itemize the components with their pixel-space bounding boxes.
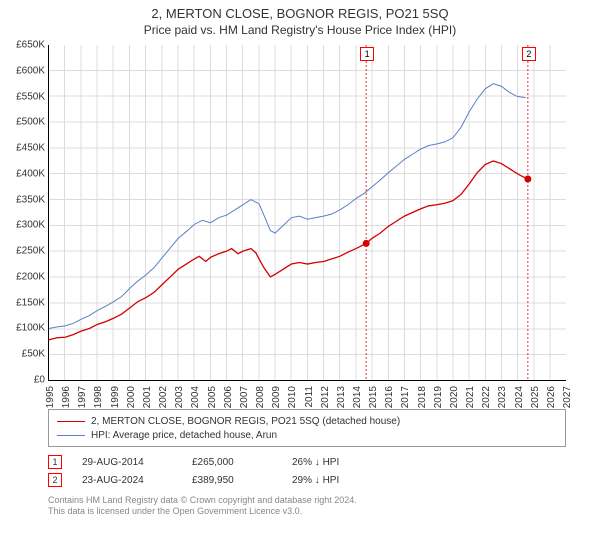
chart-area: £0£50K£100K£150K£200K£250K£300K£350K£400… [48,45,566,403]
x-axis-label: 2027 [562,380,573,404]
legend-box: 2, MERTON CLOSE, BOGNOR REGIS, PO21 5SQ … [48,409,566,447]
x-axis-label: 2008 [255,380,266,404]
y-axis-label: £100K [16,323,49,334]
x-axis-label: 2015 [368,380,379,404]
event-marker-icon: 1 [48,455,62,469]
y-axis-label: £550K [16,91,49,102]
event-row: 1 29-AUG-2014 £265,000 26% ↓ HPI [48,453,548,471]
x-axis-label: 2004 [190,380,201,404]
x-axis-label: 2025 [530,380,541,404]
event-marker-icon: 2 [48,473,62,487]
x-axis-label: 2011 [304,380,315,404]
legend-row: 2, MERTON CLOSE, BOGNOR REGIS, PO21 5SQ … [57,414,557,428]
y-axis-label: £150K [16,297,49,308]
chart-title-1: 2, MERTON CLOSE, BOGNOR REGIS, PO21 5SQ [0,6,600,21]
event-price: £389,950 [192,475,272,486]
y-axis-label: £450K [16,143,49,154]
title-block: 2, MERTON CLOSE, BOGNOR REGIS, PO21 5SQ … [0,0,600,37]
event-row: 2 23-AUG-2024 £389,950 29% ↓ HPI [48,471,548,489]
series-property [49,161,528,340]
x-axis-label: 2018 [417,380,428,404]
y-axis-label: £350K [16,194,49,205]
y-axis-label: £600K [16,65,49,76]
x-axis-label: 2014 [352,380,363,404]
y-axis-label: £650K [16,40,49,51]
x-axis-label: 2007 [239,380,250,404]
x-axis-label: 2002 [158,380,169,404]
y-axis-label: £200K [16,271,49,282]
x-axis-label: 2000 [126,380,137,404]
series-hpi [49,84,526,329]
plot-region: £0£50K£100K£150K£200K£250K£300K£350K£400… [48,45,566,381]
footer-text: Contains HM Land Registry data © Crown c… [48,495,548,518]
legend-label: 2, MERTON CLOSE, BOGNOR REGIS, PO21 5SQ … [91,416,400,427]
y-axis-label: £400K [16,168,49,179]
x-axis-label: 2010 [287,380,298,404]
x-axis-label: 2019 [433,380,444,404]
x-axis-label: 2005 [207,380,218,404]
events-table: 1 29-AUG-2014 £265,000 26% ↓ HPI 2 23-AU… [48,453,548,489]
y-axis-label: £250K [16,246,49,257]
legend-label: HPI: Average price, detached house, Arun [91,430,277,441]
chart-title-2: Price paid vs. HM Land Registry's House … [0,23,600,37]
legend-row: HPI: Average price, detached house, Arun [57,428,557,442]
chart-svg [49,45,566,380]
x-axis-label: 2012 [320,380,331,404]
event-price: £265,000 [192,457,272,468]
footer-line-1: Contains HM Land Registry data © Crown c… [48,495,357,505]
x-axis-label: 1998 [93,380,104,404]
marker-dot [363,240,370,247]
x-axis-label: 2001 [142,380,153,404]
x-axis-label: 1995 [45,380,56,404]
x-axis-label: 2009 [271,380,282,404]
x-axis-label: 2024 [514,380,525,404]
x-axis-label: 1997 [77,380,88,404]
x-axis-label: 2013 [336,380,347,404]
x-axis-label: 2017 [400,380,411,404]
x-axis-label: 2006 [223,380,234,404]
x-axis-label: 2023 [497,380,508,404]
event-delta: 26% ↓ HPI [292,457,339,468]
x-axis-label: 2022 [481,380,492,404]
y-axis-label: £300K [16,220,49,231]
marker-badge: 1 [360,47,374,61]
x-axis-label: 2021 [465,380,476,404]
marker-badge: 2 [522,47,536,61]
x-axis-label: 2020 [449,380,460,404]
marker-dot [524,176,531,183]
event-date: 23-AUG-2024 [82,475,172,486]
x-axis-label: 2016 [384,380,395,404]
x-axis-label: 1999 [110,380,121,404]
y-axis-label: £500K [16,117,49,128]
footer-line-2: This data is licensed under the Open Gov… [48,506,302,516]
legend-swatch [57,435,85,436]
event-date: 29-AUG-2014 [82,457,172,468]
legend-swatch [57,421,85,422]
x-axis-label: 1996 [61,380,72,404]
event-delta: 29% ↓ HPI [292,475,339,486]
y-axis-label: £50K [22,349,49,360]
x-axis-label: 2003 [174,380,185,404]
x-axis-label: 2026 [546,380,557,404]
